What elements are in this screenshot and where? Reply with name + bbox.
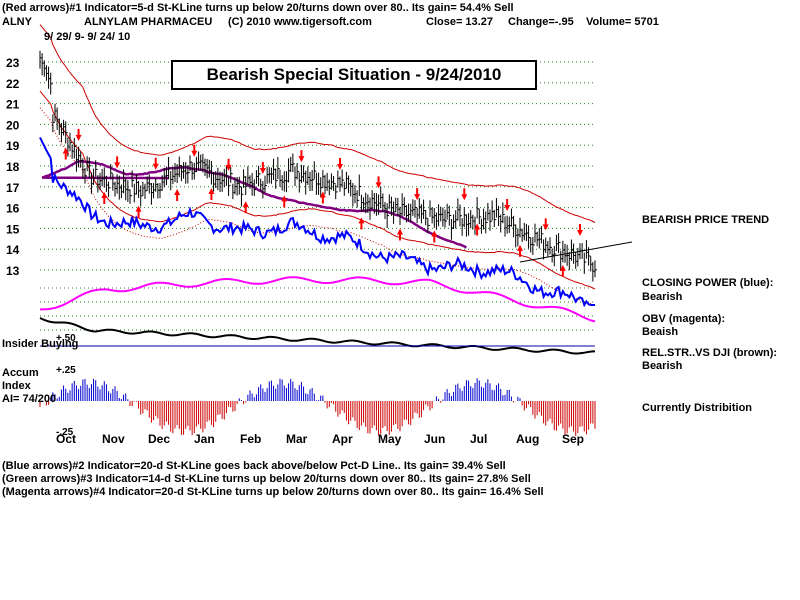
signal-arrow bbox=[474, 223, 481, 236]
copyright: (C) 2010 www.tigersoft.com bbox=[228, 16, 372, 28]
signal-arrow bbox=[577, 223, 583, 236]
x-month-label: Feb bbox=[240, 432, 261, 446]
note-cp-1: CLOSING POWER (blue): bbox=[642, 277, 774, 289]
note-distribution: Currently Distribition bbox=[642, 402, 753, 414]
signal-arrow bbox=[135, 205, 142, 218]
y-tick-label: 21 bbox=[6, 98, 20, 112]
x-month-label: Jul bbox=[470, 432, 487, 446]
lower-band bbox=[39, 90, 596, 290]
note-rel-2: Bearish bbox=[642, 360, 683, 372]
x-month-label: Sep bbox=[562, 432, 584, 446]
accum-label-2: Index bbox=[2, 380, 31, 392]
signal-arrow bbox=[431, 230, 438, 243]
y-tick-label: 15 bbox=[6, 222, 20, 236]
note-trend: BEARISH PRICE TREND bbox=[642, 214, 770, 226]
relative-strength-line bbox=[39, 317, 595, 355]
signal-arrow bbox=[152, 157, 159, 170]
x-month-label: Dec bbox=[148, 432, 170, 446]
x-month-label: Aug bbox=[516, 432, 539, 446]
upper-band bbox=[39, 24, 596, 223]
signal-arrow bbox=[358, 217, 365, 230]
signal-arrow bbox=[319, 191, 326, 204]
y-tick-label: 20 bbox=[6, 118, 20, 132]
signal-arrow bbox=[101, 191, 108, 204]
note-obv-2: Beaish bbox=[642, 326, 679, 338]
minus25-label: -.25 bbox=[56, 427, 74, 438]
y-tick-label: 14 bbox=[6, 243, 20, 257]
signal-arrow bbox=[225, 158, 232, 171]
x-month-label: Mar bbox=[286, 432, 308, 446]
closing-power-line bbox=[39, 136, 595, 308]
signal-arrow bbox=[174, 188, 181, 201]
x-month-label: Nov bbox=[102, 432, 125, 446]
date-range: 9/ 29/ 9- 9/ 24/ 10 bbox=[44, 31, 131, 43]
volume-value: Volume= 5701 bbox=[586, 16, 659, 28]
signal-arrow bbox=[114, 156, 121, 169]
close-value: Close= 13.27 bbox=[426, 16, 493, 28]
accum-label-3: AI= 74/200 bbox=[2, 393, 57, 405]
note-rel-1: REL.STR..VS DJI (brown): bbox=[642, 347, 778, 359]
signal-arrow bbox=[414, 188, 421, 201]
signal-arrow bbox=[504, 199, 511, 212]
signal-arrow bbox=[75, 128, 82, 141]
x-month-label: Jun bbox=[424, 432, 445, 446]
x-month-label: Jan bbox=[194, 432, 215, 446]
signal-arrow bbox=[461, 188, 468, 201]
signal-arrow bbox=[298, 150, 305, 163]
y-tick-label: 13 bbox=[6, 264, 20, 278]
note-obv-1: OBV (magenta): bbox=[642, 313, 726, 325]
signal-arrow bbox=[397, 228, 403, 241]
obv-line bbox=[40, 276, 596, 323]
signal-arrow bbox=[208, 188, 215, 201]
change-value: Change=-.95 bbox=[508, 16, 574, 28]
signal-arrow bbox=[517, 244, 523, 257]
chart-title: Bearish Special Situation - 9/24/2010 bbox=[171, 60, 537, 90]
y-tick-label: 23 bbox=[6, 56, 20, 70]
x-month-label: May bbox=[378, 432, 402, 446]
footer-line2: (Green arrows)#3 Indicator=14-d St-KLine… bbox=[2, 473, 531, 485]
signal-arrow bbox=[62, 147, 69, 160]
x-month-label: Oct bbox=[56, 432, 76, 446]
company-name: ALNYLAM PHARMACEU bbox=[84, 16, 213, 28]
y-tick-label: 16 bbox=[6, 202, 20, 216]
trendline bbox=[519, 241, 633, 263]
footer-line1: (Blue arrows)#2 Indicator=20-d St-KLine … bbox=[2, 460, 506, 472]
insider-buying-label: Insider Buying bbox=[2, 338, 79, 350]
signal-arrow bbox=[337, 158, 343, 171]
signal-arrow bbox=[242, 201, 249, 214]
signal-arrow bbox=[281, 195, 288, 208]
y-tick-label: 19 bbox=[6, 139, 20, 153]
ticker: ALNY bbox=[2, 16, 32, 28]
plus50-label: +.50 bbox=[56, 333, 76, 344]
footer-line3: (Magenta arrows)#4 Indicator=20-d St-KLi… bbox=[2, 486, 544, 498]
y-tick-label: 22 bbox=[6, 77, 20, 91]
signal-arrow bbox=[542, 218, 549, 231]
y-tick-label: 17 bbox=[6, 181, 20, 195]
signal-arrow bbox=[259, 161, 266, 174]
accum-label-1: Accum bbox=[2, 367, 39, 379]
signal-arrow bbox=[191, 144, 198, 157]
plus25-label: +.25 bbox=[56, 365, 76, 376]
signal-arrow bbox=[559, 264, 566, 277]
header-line1: (Red arrows)#1 Indicator=5-d St-KLine tu… bbox=[2, 2, 514, 14]
note-cp-2: Bearish bbox=[642, 291, 683, 303]
y-tick-label: 18 bbox=[6, 160, 20, 174]
x-month-label: Apr bbox=[332, 432, 353, 446]
signal-arrow bbox=[375, 176, 382, 189]
